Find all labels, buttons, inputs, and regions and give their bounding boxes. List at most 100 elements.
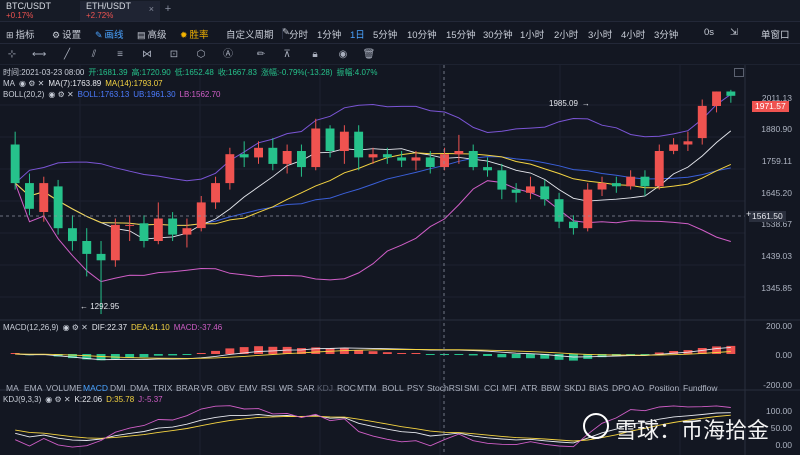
indicator-tab[interactable]: OBV — [217, 383, 235, 393]
indicator-tab[interactable]: BOLL — [382, 383, 404, 393]
indicator-tab[interactable]: VR — [201, 383, 213, 393]
indicator-tab[interactable]: TRIX — [153, 383, 173, 393]
edit-period-icon[interactable]: ✎ — [282, 27, 290, 38]
indicator-tab[interactable]: DPO — [612, 383, 631, 393]
tab-eth-usdt[interactable]: ETH/USDT +2.72% × — [80, 1, 160, 21]
indicator-tab[interactable]: WR — [279, 383, 294, 393]
eye-icon[interactable]: ◉ ⚙ ✕ — [62, 323, 88, 332]
period-tab[interactable]: 3小时 — [588, 30, 613, 41]
candle-body — [526, 186, 535, 193]
macd-bar — [368, 351, 378, 354]
zero-s-button[interactable]: 0s — [704, 27, 715, 38]
period-tab[interactable]: 1小时 — [520, 30, 545, 41]
indicator-tab[interactable]: StochRSI — [427, 383, 463, 393]
indicator-tab[interactable]: KDJ — [317, 383, 334, 393]
indicators-button[interactable]: ⊞ 指标 — [6, 27, 35, 41]
macd-bar — [354, 350, 364, 354]
winrate-button[interactable]: ✹ 胜率 — [180, 27, 209, 41]
ohlc-close: 收:1667.83 — [217, 68, 257, 77]
text-icon[interactable]: Ⓐ — [223, 49, 233, 60]
maximize-icon[interactable] — [734, 68, 744, 77]
candle-body — [454, 151, 464, 155]
indicator-tab[interactable]: BIAS — [589, 383, 609, 393]
tab-btc-usdt[interactable]: BTC/USDT +0.17% — [0, 1, 80, 21]
advanced-label: 高级 — [147, 30, 167, 41]
period-tab[interactable]: 15分钟 — [446, 30, 476, 41]
indicator-tab[interactable]: SMI — [464, 383, 480, 393]
lock-icon[interactable]: 🔒︎ — [312, 49, 318, 60]
candle-body — [540, 186, 550, 200]
period-tab-active[interactable]: 1日 — [350, 30, 365, 41]
watermark: 雪球：币海拾金 — [615, 419, 770, 444]
indicator-tab[interactable]: RSI — [261, 383, 276, 393]
price-axis-label: 1439.03 — [761, 251, 792, 261]
indicator-tab[interactable]: ROC — [337, 383, 356, 393]
indicator-tab[interactable]: BBW — [541, 383, 561, 393]
price-axis-label: 1345.85 — [761, 283, 792, 293]
candle-body — [468, 151, 478, 168]
expand-icon[interactable]: ⇲ — [730, 27, 738, 38]
kdj-k-line — [15, 412, 731, 444]
close-icon[interactable]: × — [148, 4, 154, 14]
settings-button[interactable]: ⚙ 设置 — [52, 27, 81, 41]
indicator-tab[interactable]: Position — [649, 383, 680, 393]
magnet-icon[interactable]: ⊼ — [283, 49, 291, 60]
chart-area[interactable]: 时间:2021-03-23 08:00 开:1681.39 高:1720.90 低:1… — [0, 65, 800, 455]
indicator-tab[interactable]: MFI — [502, 383, 517, 393]
macd-info: MACD(12,26,9) ◉ ⚙ ✕ DIF:22.37 DEA:41.10 MACD… — [3, 323, 226, 332]
period-tab[interactable]: 4小时 — [621, 30, 646, 41]
horizontal-line-icon[interactable]: ⟷ — [32, 49, 47, 60]
indicator-tab[interactable]: PSY — [407, 383, 425, 393]
trend-line-icon[interactable]: ╱ — [63, 49, 71, 60]
channel-icon[interactable]: ⫽ — [91, 49, 97, 60]
indicator-tab[interactable]: SAR — [297, 383, 315, 393]
macd-bar — [297, 348, 306, 354]
shape-icon[interactable]: ⬡ — [196, 49, 206, 60]
custom-period-button[interactable]: 自定义周期 — [226, 27, 274, 41]
measure-icon[interactable]: ⊡ — [169, 49, 179, 60]
indicator-tab[interactable]: EMA — [24, 383, 43, 393]
eye-icon[interactable]: ◉ ⚙ ✕ — [19, 79, 45, 88]
candle-body — [39, 183, 49, 212]
single-window-button[interactable]: 单窗口 — [761, 30, 790, 41]
period-tab[interactable]: 分时 — [289, 30, 309, 41]
period-tab[interactable]: 5分钟 — [373, 30, 398, 41]
gann-icon[interactable]: ⋈ — [142, 49, 152, 60]
indicator-tab[interactable]: DMI — [110, 383, 126, 393]
brush-icon[interactable]: ✏ — [256, 49, 266, 60]
indicator-tab[interactable]: MA — [6, 383, 19, 393]
indicator-tab[interactable]: MTM — [357, 383, 377, 393]
draw-button[interactable]: ✎ 画线 — [95, 27, 124, 41]
candle-body — [411, 157, 421, 161]
indicator-tab[interactable]: SKDJ — [564, 383, 586, 393]
candles — [10, 89, 736, 315]
add-tab-icon[interactable]: + — [164, 3, 172, 15]
candle-body — [211, 183, 220, 203]
period-tab[interactable]: 30分钟 — [483, 30, 513, 41]
indicator-tab[interactable]: DMA — [130, 383, 149, 393]
candle-body — [726, 91, 736, 96]
add-alert-icon[interactable]: + — [746, 209, 752, 219]
indicator-tab[interactable]: VOLUME — [46, 383, 82, 393]
period-tab[interactable]: 3分钟 — [654, 30, 679, 41]
advanced-button[interactable]: ▤ 高级 — [137, 27, 167, 41]
eye-icon[interactable]: ◉ — [338, 49, 348, 60]
fibonacci-icon[interactable]: ≡ — [117, 49, 123, 60]
macd-bar — [196, 353, 206, 354]
trash-icon[interactable]: 🗑︎ — [362, 49, 376, 60]
crosshair-icon[interactable]: ⊹ — [7, 49, 17, 60]
indicator-tab[interactable]: ATR — [521, 383, 538, 393]
chart-canvas[interactable] — [0, 65, 800, 455]
indicator-tab[interactable]: CCI — [484, 383, 499, 393]
indicator-tab[interactable]: EMV — [239, 383, 258, 393]
period-tab[interactable]: 10分钟 — [407, 30, 437, 41]
indicator-tab-active[interactable]: MACD — [83, 383, 109, 393]
candle-body — [153, 218, 163, 241]
indicator-tab[interactable]: Fundflow — [683, 383, 718, 393]
eye-icon[interactable]: ◉ ⚙ ✕ — [48, 90, 74, 99]
period-tab[interactable]: 2小时 — [554, 30, 579, 41]
indicator-tab[interactable]: AO — [632, 383, 645, 393]
eye-icon[interactable]: ◉ ⚙ ✕ — [45, 395, 71, 404]
period-tab[interactable]: 1分钟 — [317, 30, 342, 41]
indicator-tab[interactable]: BRAR — [176, 383, 200, 393]
